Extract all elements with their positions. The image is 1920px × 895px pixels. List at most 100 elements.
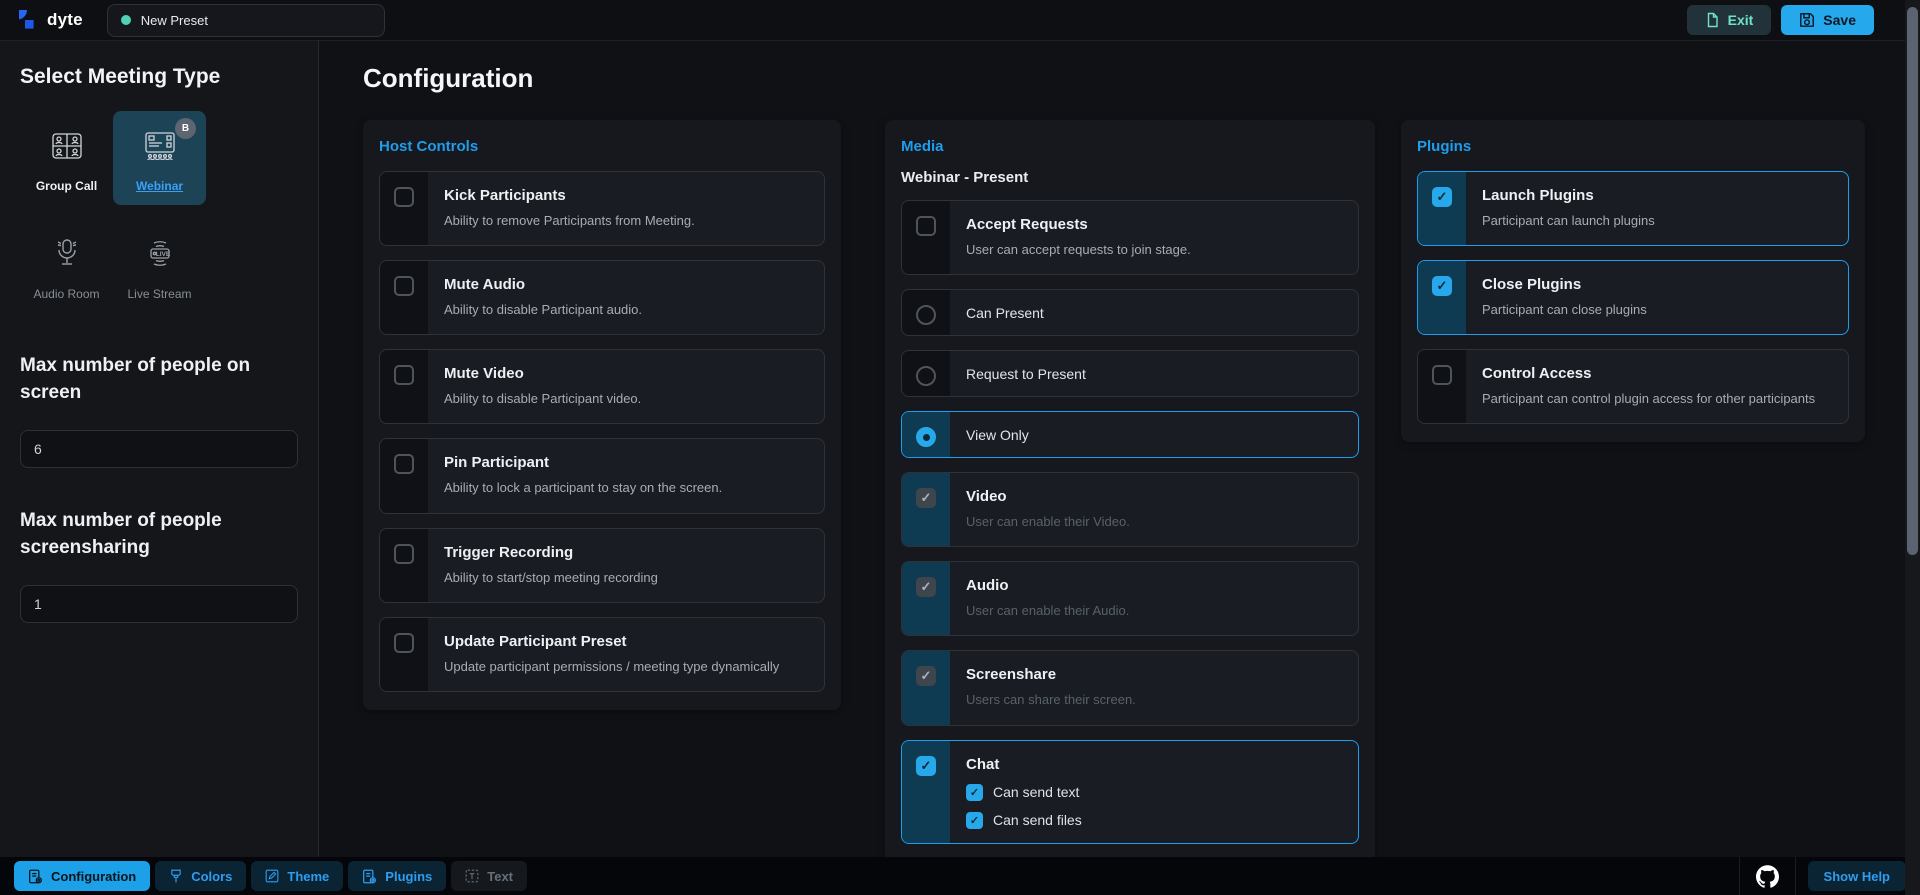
save-button[interactable]: Save [1781,5,1874,35]
option-title: Accept Requests [966,216,1088,233]
tab-plugins[interactable]: Plugins [348,861,447,891]
option-body: Chat Can send text Can send files [950,741,1358,843]
checkbox-checked[interactable] [916,755,936,776]
document-icon [1705,12,1720,28]
option-title: Pin Participant [444,454,550,472]
option-audio[interactable]: Audio User can enable their Audio. [901,561,1359,637]
meeting-type-audio-room[interactable]: Audio Room [20,219,113,313]
option-description: Ability to start/stop meeting recording [444,569,658,585]
plugins-header: Plugins [1417,138,1472,155]
option-body: Pin Participant Ability to lock a partic… [428,439,824,512]
option-strip [1418,261,1466,335]
option-description: Participant can launch plugins [1482,213,1655,228]
option-title: Video [966,488,1007,506]
radio-button-selected[interactable] [916,427,936,448]
option-title: Launch Plugins [1482,187,1594,204]
checkbox[interactable] [394,365,414,386]
github-link[interactable] [1740,857,1795,895]
chat-sub-option[interactable]: Can send files [966,811,1342,829]
radio-button[interactable] [916,366,936,387]
checkbox-checked[interactable] [966,811,983,829]
option-strip [902,351,950,397]
checkbox[interactable] [394,187,414,207]
option-description: Users can share their screen. [966,692,1136,708]
checkbox[interactable] [394,454,414,475]
exit-button[interactable]: Exit [1686,5,1772,35]
preset-name-field[interactable]: New Preset [106,3,385,37]
option-close-plugins[interactable]: Close Plugins Participant can close plug… [1417,260,1849,336]
svg-text:LIVE: LIVE [155,251,170,258]
scrollbar-thumb[interactable] [1907,7,1918,555]
max-screensharing-input[interactable] [20,585,298,624]
checkbox[interactable] [394,632,414,653]
meeting-type-webinar[interactable]: B Webinar [113,111,206,205]
option-trigger-recording[interactable]: Trigger Recording Ability to start/stop … [379,527,825,603]
sidebar-title: Select Meeting Type [20,65,221,88]
separator [1794,857,1796,895]
option-control-access[interactable]: Control Access Participant can control p… [1417,349,1849,425]
option-strip [902,562,950,636]
checkbox[interactable] [1432,365,1452,386]
option-title: Close Plugins [1482,276,1582,294]
option-mute-audio[interactable]: Mute Audio Ability to disable Participan… [379,260,825,336]
option-description: Ability to disable Participant video. [444,391,642,407]
save-floppy-icon [1799,12,1815,28]
checkbox-checked[interactable] [966,783,983,801]
option-request-to-present[interactable]: Request to Present [901,350,1359,398]
option-title: Control Access [1482,365,1592,383]
chat-sub-option[interactable]: Can send text [966,783,1342,801]
checkbox-checked[interactable] [1432,276,1452,297]
option-body: Trigger Recording Ability to start/stop … [428,529,824,602]
checkbox-checked-disabled[interactable] [916,666,936,687]
option-strip [902,473,950,547]
option-strip [902,290,950,336]
tab-colors[interactable]: Colors [155,861,247,891]
option-description: User can enable their Video. [966,514,1130,530]
checkbox-checked[interactable] [1432,187,1452,207]
checkbox-checked-disabled[interactable] [916,488,936,509]
option-launch-plugins[interactable]: Launch Plugins Participant can launch pl… [1417,171,1849,247]
option-body: Launch Plugins Participant can launch pl… [1466,172,1848,245]
option-can-present[interactable]: Can Present [901,289,1359,337]
meeting-type-live-stream[interactable]: LIVE Live Stream [113,219,206,313]
radio-button[interactable] [916,305,936,326]
max-on-screen-label: Max number of people on screen [20,355,251,403]
meeting-type-label: Live Stream [127,287,192,301]
tab-configuration[interactable]: Configuration [14,861,151,891]
tab-label: Configuration [51,868,137,884]
option-title: Update Participant Preset [444,632,627,650]
meeting-type-group-call[interactable]: Group Call [20,111,113,205]
status-dot-icon [120,15,131,25]
tab-text[interactable]: Text [451,861,528,891]
option-title: View Only [966,426,1029,443]
option-pin-participant[interactable]: Pin Participant Ability to lock a partic… [379,438,825,514]
option-kick-participants[interactable]: Kick Participants Ability to remove Part… [379,171,825,247]
option-update-participant-preset[interactable]: Update Participant Preset Update partici… [379,616,825,692]
meeting-type-label: Webinar [135,179,184,193]
option-body: Control Access Participant can control p… [1466,350,1848,423]
option-screenshare[interactable]: Screenshare Users can share their screen… [901,650,1359,726]
plugins-icon [362,869,377,884]
option-description: Ability to lock a participant to stay on… [444,480,723,496]
option-body: Audio User can enable their Audio. [950,562,1358,635]
option-mute-video[interactable]: Mute Video Ability to disable Participan… [379,349,825,425]
option-accept-requests[interactable]: Accept Requests User can accept requests… [901,200,1359,276]
option-chat[interactable]: Chat Can send text Can send files [901,739,1359,844]
checkbox-checked-disabled[interactable] [916,577,936,598]
tab-label: Plugins [385,868,433,884]
option-video[interactable]: Video User can enable their Video. [901,472,1359,548]
option-title: Screenshare [966,666,1057,684]
option-strip [902,651,950,725]
option-body: Can Present [950,290,1358,335]
max-on-screen-input[interactable] [20,430,298,469]
checkbox[interactable] [916,216,936,236]
option-body: Request to Present [950,351,1358,396]
checkbox[interactable] [394,276,414,297]
show-help-button[interactable]: Show Help [1807,861,1906,891]
option-view-only[interactable]: View Only [901,411,1359,459]
tab-theme[interactable]: Theme [251,861,344,891]
group-call-icon [48,125,86,167]
media-subheader: Webinar - Present [901,169,1029,186]
checkbox[interactable] [394,543,414,564]
option-description: Ability to disable Participant audio. [444,302,643,318]
